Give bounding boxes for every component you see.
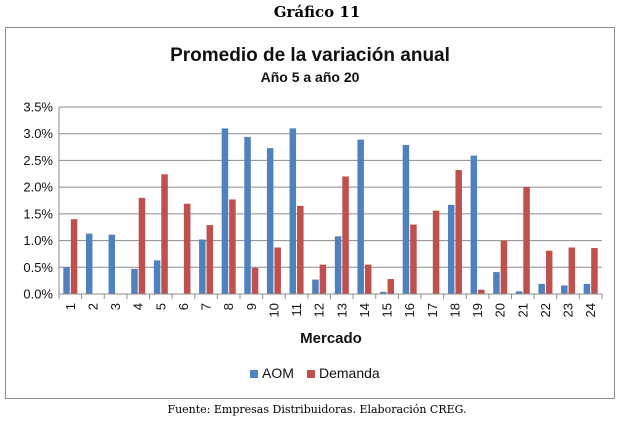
x-tick-label: 19 <box>470 303 485 317</box>
bar-aom-21 <box>515 291 523 294</box>
x-tick-label: 3 <box>108 303 123 310</box>
x-tick-label: 9 <box>244 303 259 310</box>
bar-demanda-23 <box>568 247 576 294</box>
x-tick-label: 13 <box>334 303 349 317</box>
bar-demanda-15 <box>387 279 395 294</box>
bar-aom-14 <box>357 139 364 294</box>
bar-aom-22 <box>538 283 545 294</box>
bar-aom-19 <box>470 155 478 294</box>
legend-label-aom: AOM <box>262 365 294 381</box>
x-tick-label: 2 <box>85 303 100 310</box>
x-tick-label: 6 <box>176 303 191 310</box>
legend-swatch-demanda <box>307 370 315 378</box>
bar-aom-7 <box>199 239 206 294</box>
bar-demanda-9 <box>251 267 259 294</box>
bar-demanda-20 <box>500 240 508 294</box>
x-axis-label: Mercado <box>300 330 362 347</box>
y-tick-label: 2.0% <box>23 180 53 195</box>
y-tick-label: 0.0% <box>23 287 53 302</box>
x-tick-label: 23 <box>561 303 576 317</box>
bar-demanda-17 <box>432 210 440 294</box>
x-tick-label: 7 <box>199 303 214 310</box>
bar-aom-18 <box>447 204 455 294</box>
bar-aom-9 <box>244 136 251 294</box>
bar-demanda-14 <box>364 264 372 294</box>
bar-demanda-13 <box>342 176 349 294</box>
axes: 0.0%0.5%1.0%1.5%2.0%2.5%3.0%3.5%1 2 3 4 5 6 7 8… <box>23 100 603 317</box>
page-heading: Gráfico 11 <box>273 3 361 21</box>
y-tick-label: 1.5% <box>23 206 53 221</box>
bar-demanda-6 <box>183 203 191 294</box>
bar-aom-4 <box>131 268 138 294</box>
x-tick-label: 18 <box>447 303 462 317</box>
bar-chart: Promedio de la variación anual Año 5 a a… <box>23 45 603 381</box>
chart-subtitle: Año 5 a año 20 <box>261 69 360 85</box>
bar-demanda-19 <box>478 289 485 294</box>
x-tick-label: 21 <box>515 303 530 317</box>
x-tick-label: 12 <box>312 303 327 317</box>
legend: AOM Demanda <box>250 365 380 381</box>
x-tick-label: 16 <box>402 303 417 317</box>
x-tick-label: 4 <box>131 303 146 310</box>
x-tick-label: 8 <box>221 303 236 310</box>
bar-demanda-24 <box>591 248 598 294</box>
bar-demanda-11 <box>297 205 304 294</box>
bar-aom-3 <box>108 234 116 294</box>
grid-lines <box>59 106 602 268</box>
x-tick-label: 17 <box>425 303 440 317</box>
bar-demanda-1 <box>70 219 78 294</box>
source-note: Fuente: Empresas Distribuidoras. Elabora… <box>167 403 467 416</box>
bar-demanda-18 <box>455 170 462 294</box>
y-tick-label: 2.5% <box>23 153 53 168</box>
bar-aom-11 <box>289 128 297 294</box>
x-tick-label: 5 <box>153 303 168 310</box>
bar-aom-23 <box>561 285 568 294</box>
bar-demanda-12 <box>319 264 327 294</box>
bar-aom-12 <box>312 279 319 294</box>
bar-demanda-10 <box>274 247 281 294</box>
bar-aom-13 <box>334 236 342 294</box>
bar-aom-24 <box>583 283 591 294</box>
bar-aom-2 <box>85 233 93 294</box>
y-tick-label: 1.0% <box>23 233 53 248</box>
y-tick-label: 0.5% <box>23 260 53 275</box>
bar-aom-8 <box>221 128 229 294</box>
chart-frame: Promedio de la variación anual Año 5 a a… <box>5 27 615 399</box>
bar-aom-5 <box>153 260 161 294</box>
x-tick-label: 20 <box>493 303 508 317</box>
y-tick-label: 3.5% <box>23 100 53 115</box>
x-tick-label: 1 <box>63 303 78 310</box>
bar-demanda-21 <box>523 187 530 294</box>
bar-aom-20 <box>493 272 500 294</box>
bar-demanda-7 <box>206 225 214 294</box>
legend-swatch-aom <box>250 370 258 378</box>
bar-aom-10 <box>266 148 274 294</box>
x-tick-label: 15 <box>380 303 395 317</box>
bar-demanda-22 <box>545 250 553 294</box>
y-tick-label: 3.0% <box>23 126 53 141</box>
chart-title: Promedio de la variación anual <box>170 45 450 66</box>
bar-aom-15 <box>380 291 387 294</box>
bar-demanda-5 <box>161 174 168 294</box>
x-tick-label: 24 <box>583 303 598 317</box>
x-tick-label: 10 <box>266 303 281 317</box>
x-tick-label: 14 <box>357 303 372 317</box>
bar-aom-16 <box>402 144 410 294</box>
legend-label-demanda: Demanda <box>319 365 380 381</box>
bars <box>63 128 598 294</box>
x-tick-label: 11 <box>289 303 304 317</box>
bar-demanda-16 <box>410 224 417 294</box>
x-tick-label: 22 <box>538 303 553 317</box>
bar-demanda-8 <box>229 199 236 294</box>
bar-aom-1 <box>63 267 70 294</box>
bar-demanda-4 <box>138 197 146 294</box>
